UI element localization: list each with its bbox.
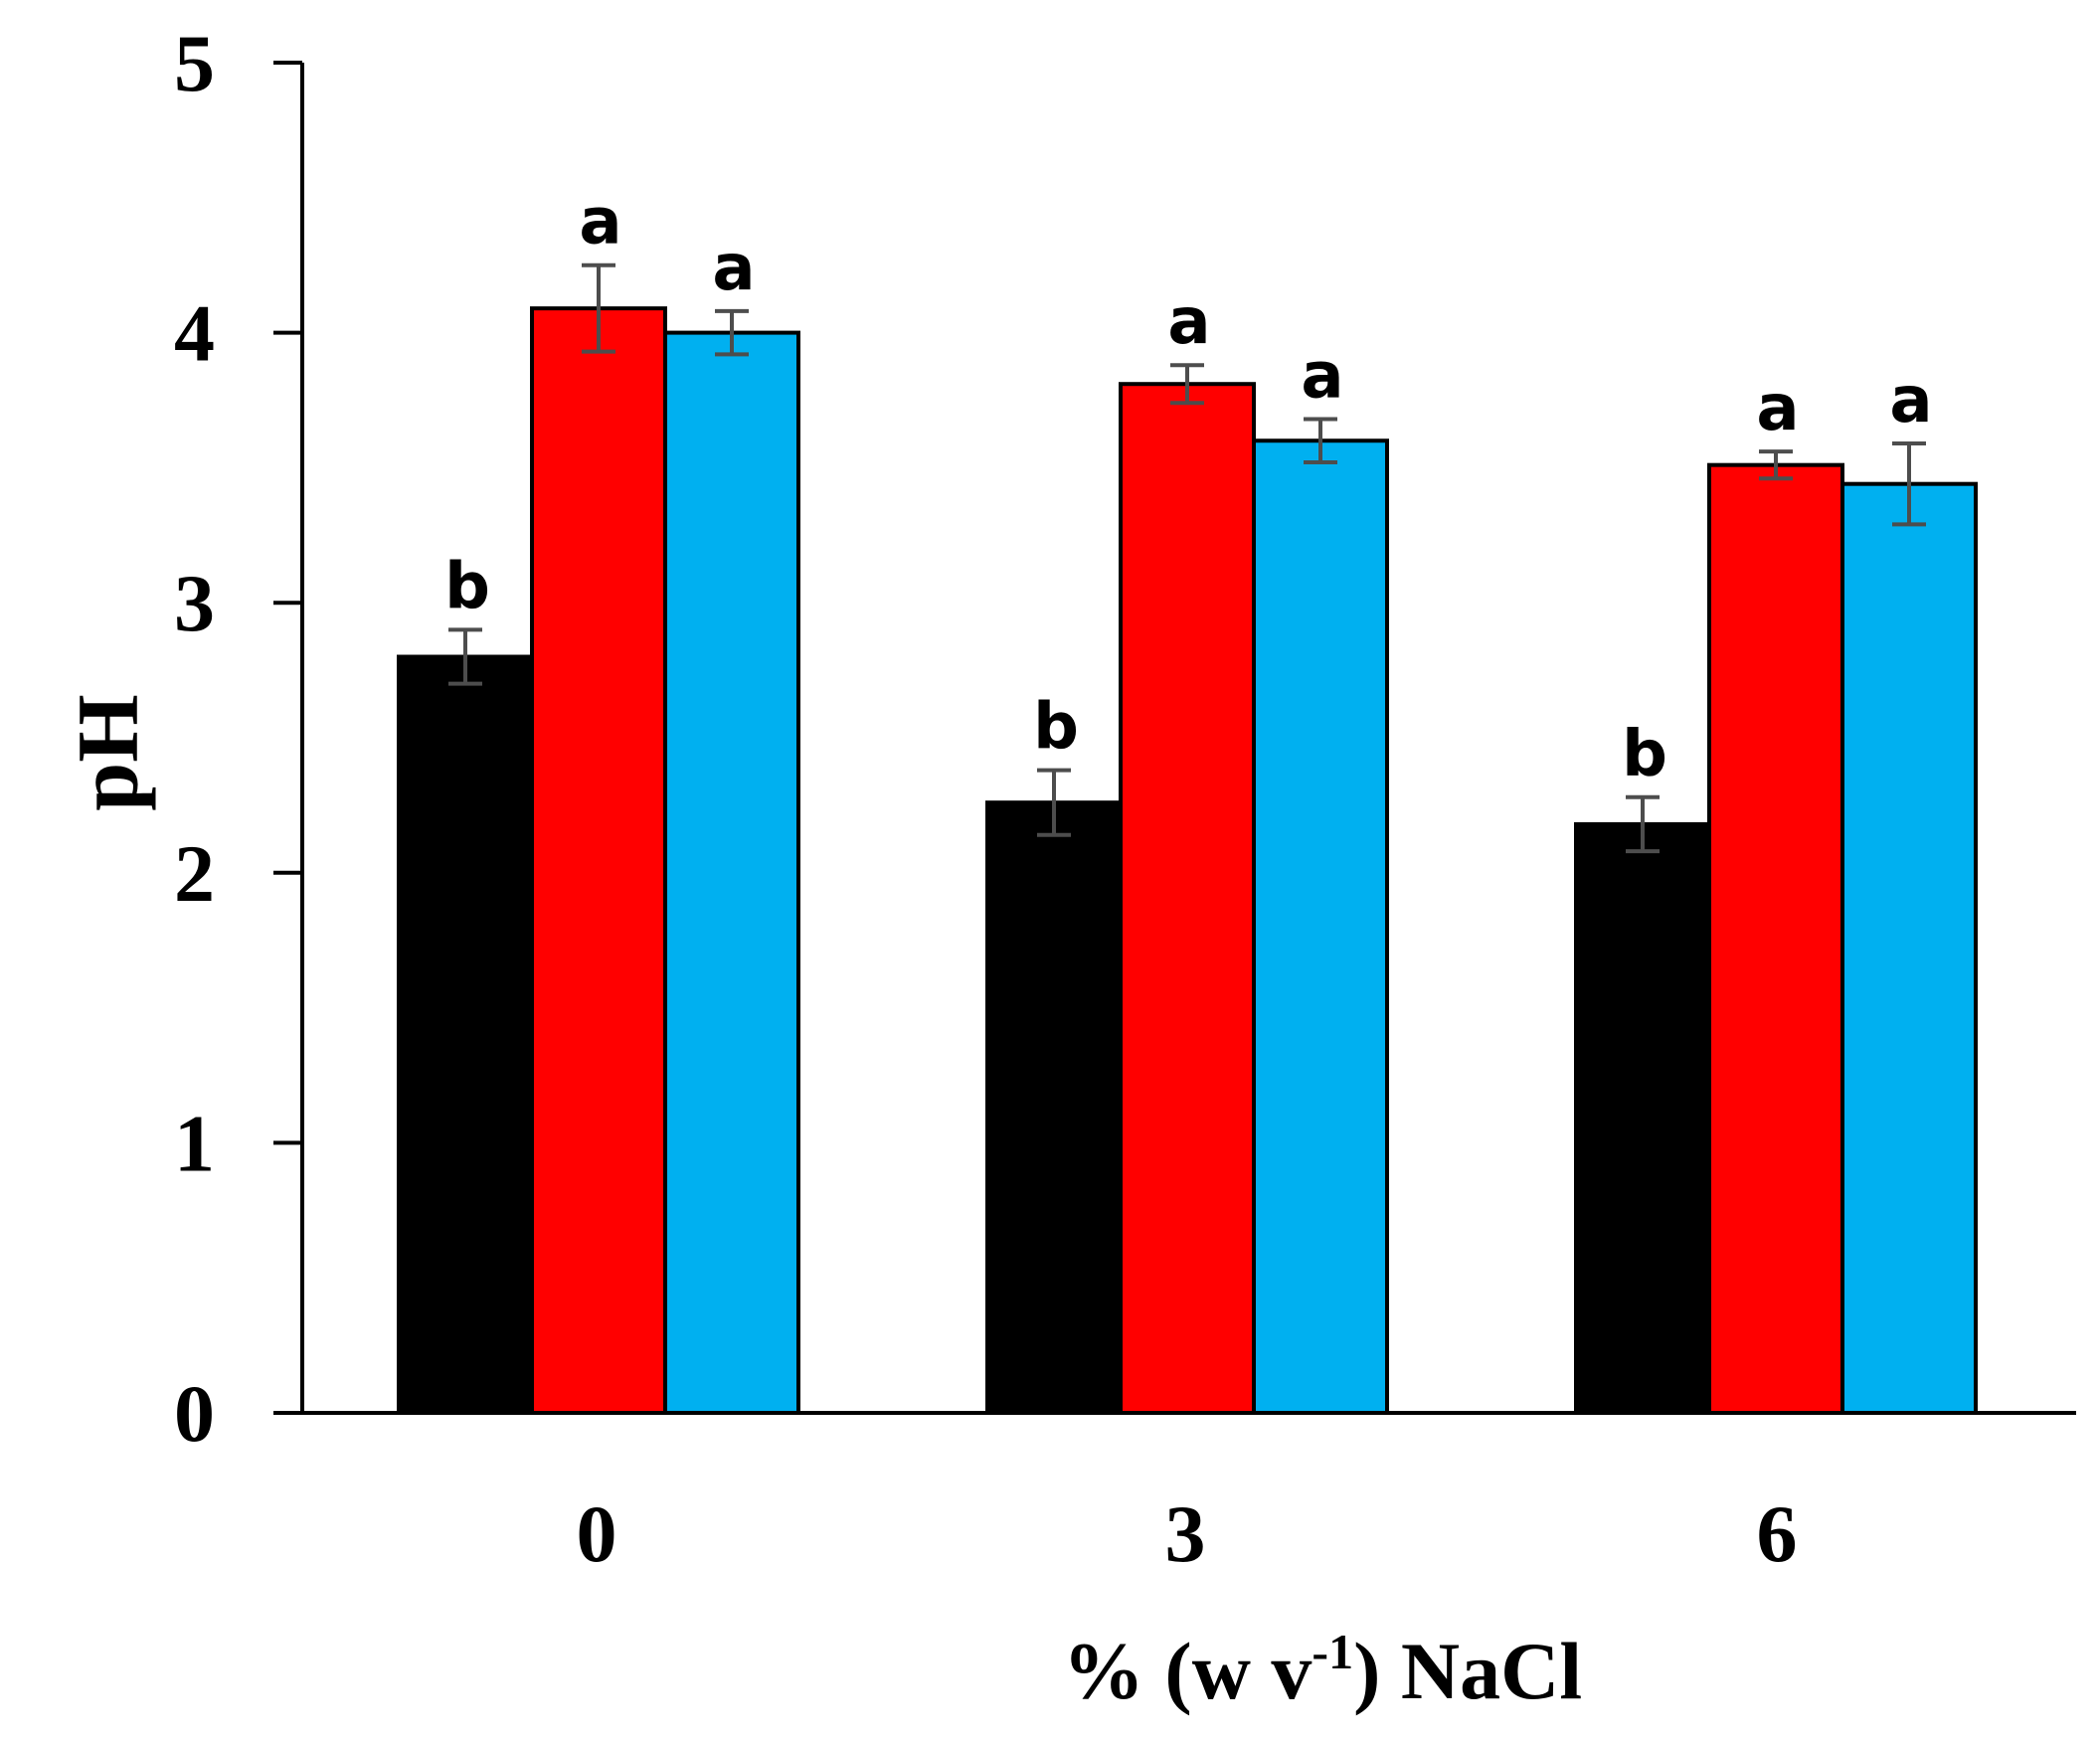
bar-series-1-cat-0: [397, 654, 534, 1415]
error-bar-series-2-cat-6: [1759, 449, 1793, 481]
y-tick-label-5: 5: [174, 18, 215, 108]
y-tick-label-0: 0: [174, 1368, 215, 1459]
error-bar-series-2-cat-0: [582, 262, 615, 354]
bar-series-2-cat-6: [1707, 462, 1844, 1415]
significance-label-series-1-cat-3: b: [1033, 691, 1079, 765]
significance-label-series-2-cat-3: a: [1167, 285, 1210, 359]
significance-labels-layer: b a a b a a b a a: [444, 186, 1933, 791]
x-tick-label-0: 0: [577, 1488, 617, 1579]
error-bars-layer: [448, 262, 1926, 854]
y-tick-label-4: 4: [174, 288, 215, 379]
significance-label-series-1-cat-0: b: [444, 550, 490, 623]
y-ticks-layer: 0 1 2 3 4 5: [174, 18, 302, 1459]
significance-label-series-3-cat-6: a: [1889, 364, 1932, 437]
error-bar-series-1-cat-6: [1626, 794, 1660, 854]
x-tick-label-6: 6: [1757, 1488, 1798, 1579]
bar-series-3-cat-0: [663, 330, 800, 1416]
bar-series-2-cat-0: [530, 306, 667, 1415]
x-tick-label-3: 3: [1165, 1488, 1206, 1579]
bar-series-1-cat-6: [1574, 821, 1711, 1415]
y-tick-label-2: 2: [174, 828, 215, 919]
significance-label-series-3-cat-3: a: [1301, 340, 1343, 414]
significance-label-series-1-cat-6: b: [1622, 718, 1667, 791]
bar-series-3-cat-6: [1840, 481, 1978, 1416]
error-bar-series-1-cat-3: [1037, 768, 1071, 837]
significance-label-series-2-cat-6: a: [1756, 372, 1799, 445]
significance-label-series-2-cat-0: a: [579, 186, 621, 260]
error-bar-series-3-cat-6: [1892, 440, 1926, 527]
bars-layer: [397, 306, 1978, 1416]
error-bar-series-2-cat-3: [1170, 363, 1204, 406]
x-axis-title-main: % (w v: [1063, 1626, 1312, 1716]
y-tick-label-3: 3: [174, 558, 215, 648]
error-bar-series-3-cat-0: [715, 308, 749, 357]
x-axis-title: % (w v-1) NaCl: [1063, 1624, 1582, 1716]
error-bar-series-3-cat-3: [1304, 417, 1337, 464]
bar-series-2-cat-3: [1119, 382, 1256, 1416]
axes-layer: [273, 63, 2076, 1415]
bar-series-1-cat-3: [985, 800, 1123, 1415]
x-ticks-layer: 0 3 6: [577, 1488, 1798, 1579]
error-bar-series-1-cat-0: [448, 627, 482, 686]
x-axis-title-tail: ) NaCl: [1353, 1626, 1582, 1716]
x-axis-title-superscript: -1: [1312, 1624, 1353, 1679]
y-tick-label-1: 1: [174, 1098, 215, 1188]
y-axis-title: pH: [61, 694, 157, 810]
bar-series-3-cat-3: [1252, 438, 1389, 1415]
significance-label-series-3-cat-0: a: [712, 232, 755, 305]
